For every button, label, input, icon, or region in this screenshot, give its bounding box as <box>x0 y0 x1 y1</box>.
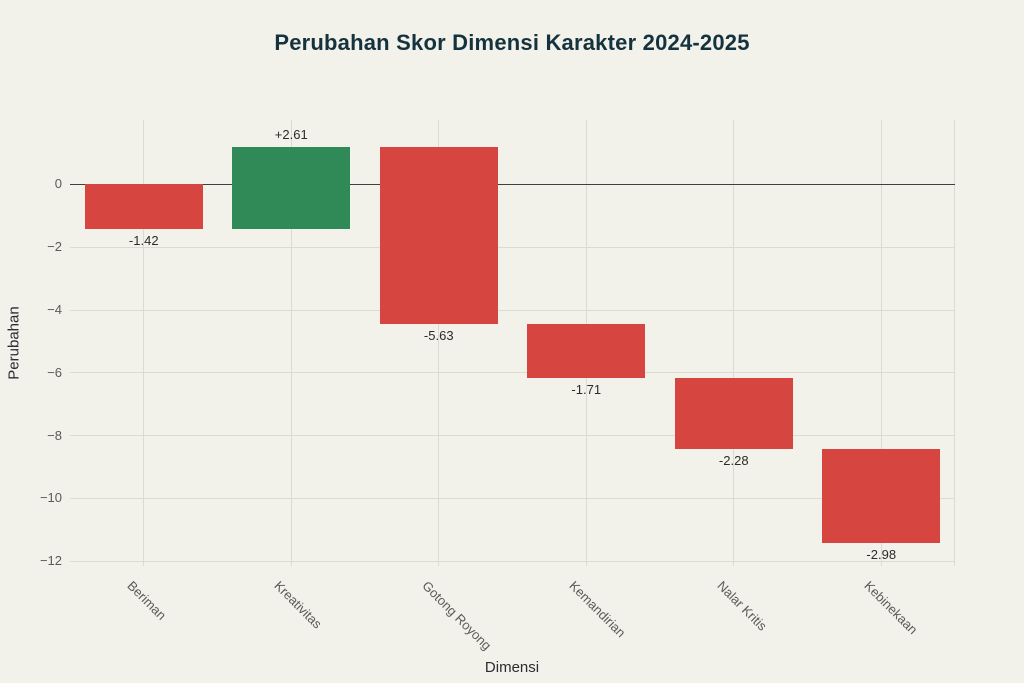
gridline-horizontal <box>70 435 955 437</box>
x-axis-label: Dimensi <box>484 659 540 676</box>
bar-value-label: +2.61 <box>274 127 308 142</box>
gridline-horizontal <box>70 309 955 311</box>
waterfall-bar-negative <box>84 184 203 229</box>
gridline-vertical <box>438 120 440 566</box>
bar-value-label: -5.63 <box>423 327 454 343</box>
y-axis-label: Perubahan <box>5 306 23 380</box>
y-axis-tick-label: 0 <box>54 176 62 192</box>
bar-value-label: -1.42 <box>128 232 159 248</box>
y-axis-tick-label: −6 <box>47 364 62 380</box>
y-axis-tick-label: −12 <box>39 553 62 569</box>
x-axis-tick-label: Kemandirian <box>566 578 629 641</box>
x-axis-tick-label: Kreativitas <box>271 578 326 632</box>
x-axis-tick-label: Beriman <box>124 578 169 623</box>
y-axis-tick-label: −4 <box>47 302 62 318</box>
zero-baseline <box>70 183 955 185</box>
gridline-vertical <box>143 120 145 566</box>
y-axis-tick-label: −8 <box>47 427 62 443</box>
bar-value-label: -2.28 <box>718 453 749 469</box>
waterfall-bar-positive <box>232 147 351 229</box>
gridline-horizontal <box>70 372 955 374</box>
gridline-vertical <box>954 120 955 566</box>
waterfall-bar-negative <box>379 147 498 324</box>
gridline-vertical <box>733 120 735 566</box>
bar-value-label: -1.71 <box>571 381 602 397</box>
y-axis-tick-label: −2 <box>47 239 62 255</box>
x-axis-tick-label: Nalar Kritis <box>714 578 770 634</box>
plot-area: -1.42 +2.61 -5.63 -1.71 -2.28 -2.98 <box>70 120 955 566</box>
x-axis-tick-label: Gotong Royong <box>419 578 495 654</box>
gridline-horizontal <box>70 497 955 499</box>
chart-title: Perubahan Skor Dimensi Karakter 2024-202… <box>274 30 750 55</box>
waterfall-bar-negative <box>822 449 941 543</box>
gridline-vertical <box>290 120 292 566</box>
gridline-vertical <box>880 120 882 566</box>
y-axis-tick-label: −10 <box>39 490 62 506</box>
bar-value-label: -2.98 <box>866 546 897 562</box>
gridline-horizontal <box>70 246 955 248</box>
gridline-horizontal <box>70 560 955 562</box>
waterfall-bar-negative <box>527 323 646 378</box>
x-axis-tick-label: Kebinekaan <box>861 578 921 638</box>
waterfall-bar-negative <box>674 377 793 450</box>
